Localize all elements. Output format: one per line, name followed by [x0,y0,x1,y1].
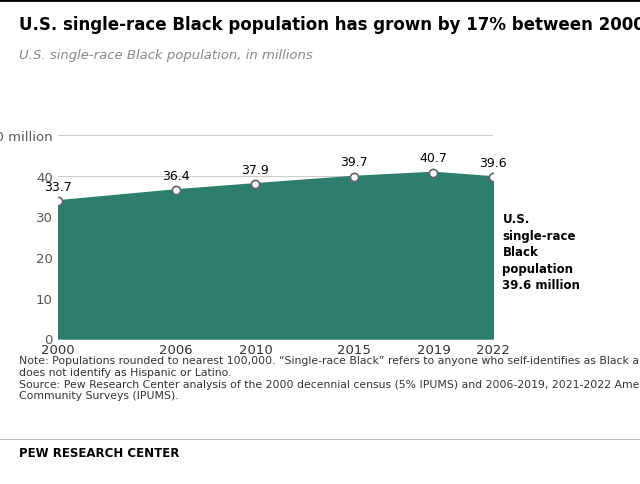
Text: population: population [502,262,573,275]
Text: U.S.: U.S. [502,213,530,226]
Text: U.S. single-race Black population has grown by 17% between 2000 and 2022: U.S. single-race Black population has gr… [19,15,640,33]
Point [250,181,260,189]
Text: 37.9: 37.9 [241,164,269,176]
Text: single-race: single-race [502,229,576,242]
Point [349,174,360,182]
Point [52,198,63,206]
Text: 39.6: 39.6 [479,156,507,169]
Text: U.S. single-race Black population, in millions: U.S. single-race Black population, in mi… [19,48,313,61]
Point [428,169,438,177]
Text: 33.7: 33.7 [44,181,72,194]
Text: 39.6 million: 39.6 million [502,279,580,292]
Text: 36.4: 36.4 [163,169,190,182]
Text: 40.7: 40.7 [419,152,447,165]
Text: 39.7: 39.7 [340,156,368,169]
Text: Black: Black [502,246,538,259]
Point [171,187,181,195]
Point [488,174,498,182]
Text: PEW RESEARCH CENTER: PEW RESEARCH CENTER [19,446,180,459]
Text: Note: Populations rounded to nearest 100,000. “Single-race Black” refers to anyo: Note: Populations rounded to nearest 100… [19,356,640,400]
